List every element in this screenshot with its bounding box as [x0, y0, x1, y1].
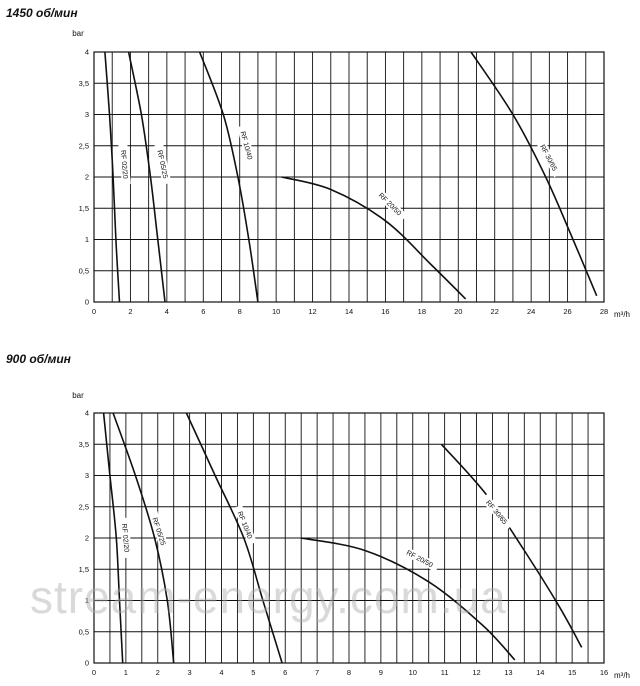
series-label-background: [148, 510, 170, 552]
x-tick-label: 4: [165, 307, 169, 316]
x-tick-label: 22: [491, 307, 499, 316]
x-tick-label: 13: [504, 668, 512, 677]
series-curve-rf-10-40: [185, 412, 283, 664]
x-tick-label: 12: [472, 668, 480, 677]
series-curve-rf-02-20: [102, 412, 124, 664]
x-tick-label: 1: [124, 668, 128, 677]
y-tick-label: 2: [85, 173, 89, 182]
y-axis-label: bar: [72, 29, 84, 38]
x-tick-label: 0: [92, 668, 96, 677]
x-tick-label: 14: [345, 307, 353, 316]
y-tick-label: 4: [85, 409, 89, 418]
y-tick-label: 3,5: [79, 79, 89, 88]
y-tick-label: 0: [85, 659, 89, 668]
series-label-background: [535, 137, 563, 178]
x-tick-label: 6: [201, 307, 205, 316]
y-tick-label: 3: [85, 110, 89, 119]
x-tick-label: 10: [409, 668, 417, 677]
series-label-background: [237, 124, 257, 166]
x-tick-label: 15: [568, 668, 576, 677]
chart-title-1450: 1450 об/мин: [6, 6, 78, 20]
series-label-group: RF 30/65: [535, 137, 563, 178]
y-tick-label: 1,5: [79, 565, 89, 574]
series-label: RF 05/25: [155, 150, 168, 180]
x-tick-label: 26: [563, 307, 571, 316]
x-tick-label: 16: [381, 307, 389, 316]
x-tick-label: 6: [283, 668, 287, 677]
series-label-group: RF 05/25: [148, 510, 170, 552]
x-tick-label: 14: [536, 668, 544, 677]
x-tick-label: 5: [251, 668, 255, 677]
series-label-background: [119, 517, 133, 559]
series-label-background: [480, 493, 514, 531]
x-tick-label: 2: [156, 668, 160, 677]
x-tick-label: 10: [272, 307, 280, 316]
x-tick-label: 16: [600, 668, 608, 677]
y-tick-label: 3: [85, 471, 89, 480]
series-label-group: RF 02/20: [118, 144, 131, 185]
series-label-background: [372, 186, 408, 222]
series-curve-rf-02-20: [104, 51, 121, 303]
series-label: RF 30/65: [484, 499, 508, 526]
x-tick-label: 12: [308, 307, 316, 316]
x-axis-label: m³/h: [614, 310, 630, 319]
series-curve-rf-20-50: [281, 176, 467, 300]
x-tick-label: 8: [238, 307, 242, 316]
series-curve-rf-10-40: [198, 51, 259, 303]
series-label: RF 02/20: [120, 523, 129, 552]
chart-title-900: 900 об/мин: [6, 352, 71, 366]
series-label-background: [400, 545, 440, 572]
watermark: stream-energy.com.ua: [30, 571, 507, 623]
series-curve-rf-05-25: [127, 51, 166, 303]
y-tick-label: 1,5: [79, 204, 89, 213]
y-tick-label: 2: [85, 534, 89, 543]
y-tick-label: 4: [85, 48, 89, 57]
y-tick-label: 2,5: [79, 502, 89, 511]
x-tick-label: 9: [379, 668, 383, 677]
series-label: RF 02/20: [119, 150, 128, 179]
y-axis-label: bar: [72, 391, 84, 400]
y-tick-label: 0: [85, 298, 89, 307]
x-tick-label: 4: [219, 668, 223, 677]
x-tick-label: 18: [418, 307, 426, 316]
series-label-group: RF 02/20: [119, 517, 133, 559]
series-curve-rf-20-50: [301, 537, 516, 661]
y-tick-label: 3,5: [79, 440, 89, 449]
x-tick-label: 11: [441, 668, 449, 677]
y-tick-label: 0,5: [79, 627, 89, 636]
series-curve-rf-05-25: [112, 412, 175, 664]
x-axis-label: m³/h: [614, 671, 630, 680]
x-tick-label: 28: [600, 307, 608, 316]
series-curve-rf-30-65: [470, 51, 598, 297]
x-tick-label: 24: [527, 307, 535, 316]
y-tick-label: 1: [85, 235, 89, 244]
x-tick-label: 7: [315, 668, 319, 677]
x-tick-label: 0: [92, 307, 96, 316]
x-tick-label: 3: [188, 668, 192, 677]
y-tick-label: 0,5: [79, 266, 89, 275]
series-label: RF 20/50: [377, 192, 402, 217]
x-tick-label: 8: [347, 668, 351, 677]
x-tick-label: 20: [454, 307, 462, 316]
x-tick-label: 2: [128, 307, 132, 316]
series-label-background: [154, 143, 172, 185]
series-label-background: [118, 144, 131, 185]
y-tick-label: 2,5: [79, 141, 89, 150]
series-label-group: RF 05/25: [154, 143, 172, 185]
y-tick-label: 1: [85, 596, 89, 605]
series-label-background: [233, 504, 257, 546]
series-curve-rf-30-65: [440, 443, 583, 648]
